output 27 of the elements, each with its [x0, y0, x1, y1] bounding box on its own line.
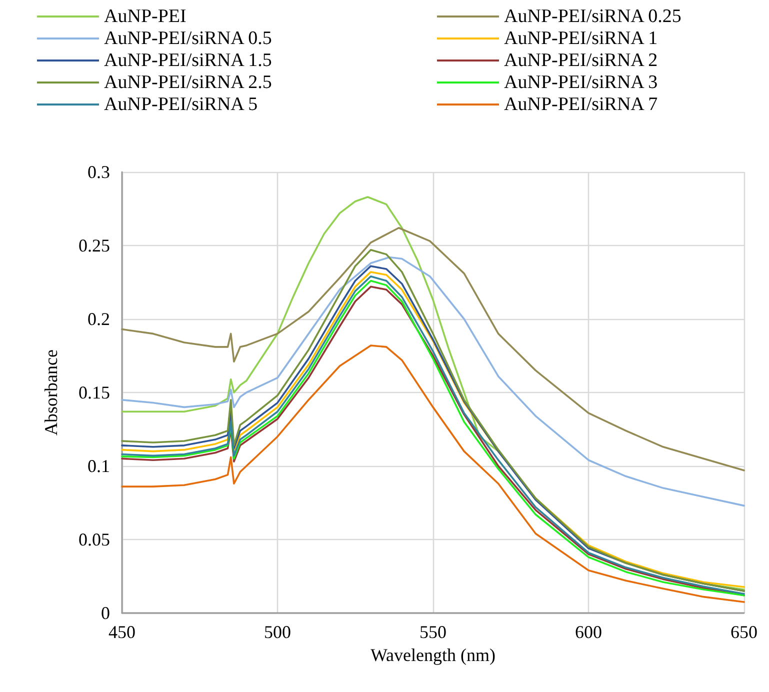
- line-series: [121, 256, 745, 507]
- x-tick-label: 500: [264, 622, 291, 642]
- x-tick-label: 650: [730, 622, 758, 642]
- y-tick-label: 0.3: [88, 162, 110, 182]
- x-axis-title: Wavelength (nm): [370, 644, 496, 665]
- legend-label: AuNP-PEI/siRNA 5: [104, 94, 258, 115]
- line-series: [121, 226, 745, 472]
- y-axis-title: Absorbance: [41, 350, 61, 436]
- y-tick-label: 0.15: [78, 382, 110, 402]
- legend-label: AuNP-PEI/siRNA 0.5: [104, 28, 272, 49]
- x-tick-label: 600: [575, 622, 602, 642]
- legend-label: AuNP-PEI/siRNA 1.5: [104, 50, 272, 71]
- x-tick-label: 450: [108, 622, 136, 642]
- y-tick-label: 0.2: [88, 309, 110, 329]
- legend-label: AuNP-PEI: [104, 6, 186, 27]
- y-tick-label: 0: [101, 603, 110, 623]
- legend-label: AuNP-PEI/siRNA 0.25: [504, 6, 682, 27]
- line-series: [121, 344, 745, 603]
- legend-label: AuNP-PEI/siRNA 2: [504, 50, 658, 71]
- y-tick-label: 0.1: [88, 456, 110, 476]
- legend-label: AuNP-PEI/siRNA 7: [504, 94, 658, 115]
- y-tick-label: 0.25: [78, 236, 110, 256]
- legend-label: AuNP-PEI/siRNA 3: [504, 72, 658, 93]
- x-tick-label: 550: [420, 622, 446, 642]
- legend-label: AuNP-PEI/siRNA 1: [504, 28, 658, 49]
- legend-label: AuNP-PEI/siRNA 2.5: [104, 72, 272, 93]
- y-tick-label: 0.05: [78, 530, 110, 550]
